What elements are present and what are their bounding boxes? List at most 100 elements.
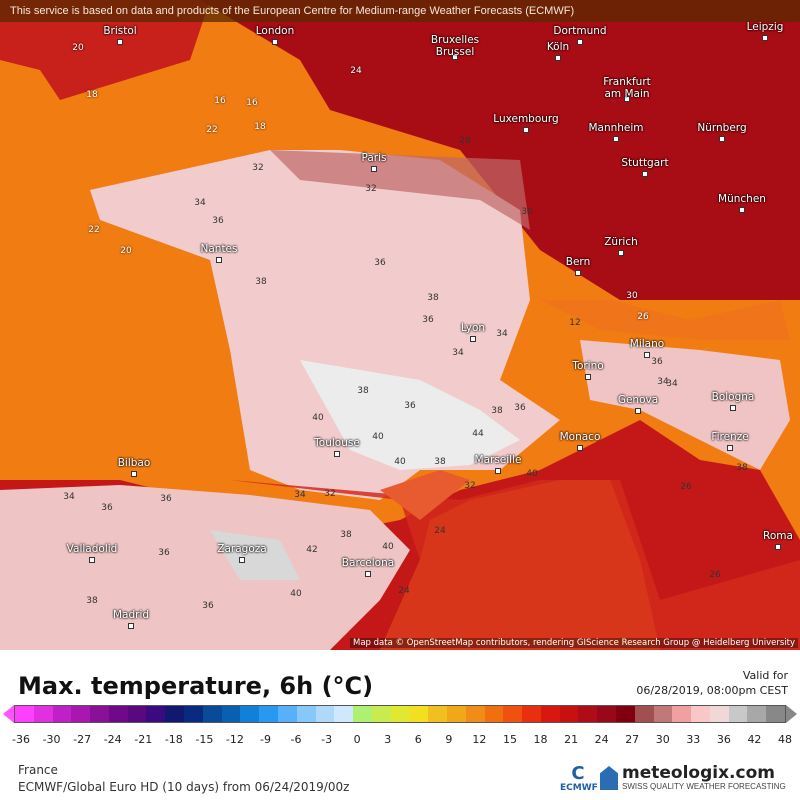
colorbar-swatch bbox=[315, 706, 335, 722]
colorbar-tick-label: 27 bbox=[625, 733, 640, 746]
colorbar-swatch bbox=[390, 706, 410, 722]
colorbar-swatch bbox=[15, 706, 34, 722]
colorbar-swatch bbox=[90, 706, 109, 722]
temperature-label: 32 bbox=[252, 163, 264, 173]
colorbar-swatch bbox=[672, 706, 692, 722]
temperature-label: 18 bbox=[86, 90, 98, 100]
city-marker bbox=[452, 54, 458, 60]
temperature-label: 34 bbox=[194, 198, 206, 208]
temperature-label: 36 bbox=[158, 548, 170, 558]
brand-tagline: SWISS QUALITY WEATHER FORECASTING bbox=[622, 782, 786, 791]
city-marker bbox=[635, 408, 641, 414]
temperature-label: 28 bbox=[459, 136, 471, 146]
colorbar-tick-label: -36 bbox=[12, 733, 30, 746]
temperature-label: 36 bbox=[422, 315, 434, 325]
city-label: Nantes bbox=[200, 243, 238, 255]
ecmwf-logo[interactable]: C ECMWF bbox=[560, 763, 598, 794]
city-marker bbox=[730, 405, 736, 411]
city-marker bbox=[618, 250, 624, 256]
temperature-label: 20 bbox=[72, 43, 84, 53]
temperature-label: 20 bbox=[120, 246, 132, 256]
temperature-label: 38 bbox=[340, 530, 352, 540]
city-marker bbox=[89, 557, 95, 563]
colorbar-swatch bbox=[465, 706, 485, 722]
city-label: Marseille bbox=[474, 454, 522, 466]
city-marker bbox=[117, 39, 123, 45]
colorbar-tick-label: -15 bbox=[195, 733, 214, 746]
city-marker bbox=[642, 171, 648, 177]
temperature-label: 38 bbox=[434, 457, 446, 467]
temperature-map[interactable]: This service is based on data and produc… bbox=[0, 0, 800, 650]
brand-name: meteologix.com bbox=[622, 763, 775, 783]
city-label: Bristol bbox=[103, 25, 137, 37]
colorbar bbox=[14, 705, 786, 723]
colorbar-max-arrow bbox=[786, 705, 797, 723]
temperature-label: 38 bbox=[86, 596, 98, 606]
colorbar-tick-label: 33 bbox=[686, 733, 701, 746]
city-marker bbox=[739, 207, 745, 213]
temperature-label: 18 bbox=[254, 122, 266, 132]
temperature-label: 34 bbox=[452, 348, 464, 358]
ecmwf-logo-text: ECMWF bbox=[560, 783, 598, 793]
temperature-label: 16 bbox=[246, 98, 258, 108]
colorbar-min-arrow bbox=[3, 705, 14, 723]
valid-datetime: 06/28/2019, 08:00pm CEST bbox=[636, 684, 788, 697]
temperature-label: 34 bbox=[496, 329, 508, 339]
colorbar-tick-label: 36 bbox=[716, 733, 731, 746]
city-label: Frankfurt am Main bbox=[603, 76, 651, 100]
city-marker bbox=[365, 571, 371, 577]
colorbar-swatch bbox=[691, 706, 710, 722]
city-marker bbox=[585, 374, 591, 380]
city-label: Stuttgart bbox=[621, 157, 669, 169]
temperature-label: 36 bbox=[651, 357, 663, 367]
colorbar-swatch bbox=[353, 706, 372, 722]
colorbar-swatch bbox=[503, 706, 523, 722]
meteologix-logo[interactable]: meteologix.com SWISS QUALITY WEATHER FORE… bbox=[600, 764, 786, 792]
temperature-label: 40 bbox=[290, 589, 302, 599]
temperature-label: 34 bbox=[666, 379, 678, 389]
city-label: Madrid bbox=[112, 609, 150, 621]
colorbar-swatch bbox=[728, 706, 748, 722]
colorbar-tick-label: -6 bbox=[290, 733, 302, 746]
city-label: London bbox=[255, 25, 295, 37]
colorbar-tick-label: -30 bbox=[42, 733, 61, 746]
temperature-label: 36 bbox=[404, 401, 416, 411]
colorbar-swatch bbox=[371, 706, 391, 722]
city-label: Firenze bbox=[711, 431, 749, 443]
colorbar-tick-label: -24 bbox=[103, 733, 122, 746]
temperature-label: 16 bbox=[214, 96, 226, 106]
colorbar-tick-label: 12 bbox=[472, 733, 487, 746]
colorbar-swatch bbox=[202, 706, 222, 722]
colorbar-tick-label: -27 bbox=[73, 733, 92, 746]
map-attribution[interactable]: Map data © OpenStreetMap contributors, r… bbox=[350, 638, 798, 648]
temperature-label: 34 bbox=[657, 377, 669, 387]
temperature-label: 24 bbox=[398, 586, 410, 596]
city-marker bbox=[624, 96, 630, 102]
colorbar-tick-label: 3 bbox=[384, 733, 392, 746]
city-label: Torino bbox=[572, 360, 604, 372]
colorbar-swatch bbox=[334, 706, 354, 722]
colorbar-tick-label: 18 bbox=[533, 733, 548, 746]
colorbar-tick-label: 6 bbox=[414, 733, 422, 746]
temperature-label: 24 bbox=[350, 66, 362, 76]
temperature-label: 34 bbox=[63, 492, 75, 502]
city-label: Zaragoza bbox=[217, 543, 267, 555]
valid-label: Valid for bbox=[742, 669, 788, 682]
colorbar-swatch bbox=[240, 706, 260, 722]
colorbar-swatch bbox=[597, 706, 616, 722]
map-shapes bbox=[0, 0, 800, 650]
colorbar-swatch bbox=[634, 706, 654, 722]
colorbar-swatch bbox=[127, 706, 147, 722]
colorbar-swatch bbox=[766, 706, 786, 722]
valid-time: Valid for 06/28/2019, 08:00pm CEST bbox=[636, 668, 788, 698]
city-marker bbox=[239, 557, 245, 563]
city-marker bbox=[575, 270, 581, 276]
temperature-label: 38 bbox=[357, 386, 369, 396]
colorbar-swatch bbox=[522, 706, 541, 722]
temperature-label: 22 bbox=[88, 225, 100, 235]
city-label: Zürich bbox=[604, 236, 638, 248]
temperature-label: 32 bbox=[464, 481, 476, 491]
colorbar-tick-label: -12 bbox=[225, 733, 244, 746]
model-run-label: ECMWF/Global Euro HD (10 days) from 06/2… bbox=[18, 780, 350, 794]
colorbar-tick-label: -21 bbox=[134, 733, 153, 746]
